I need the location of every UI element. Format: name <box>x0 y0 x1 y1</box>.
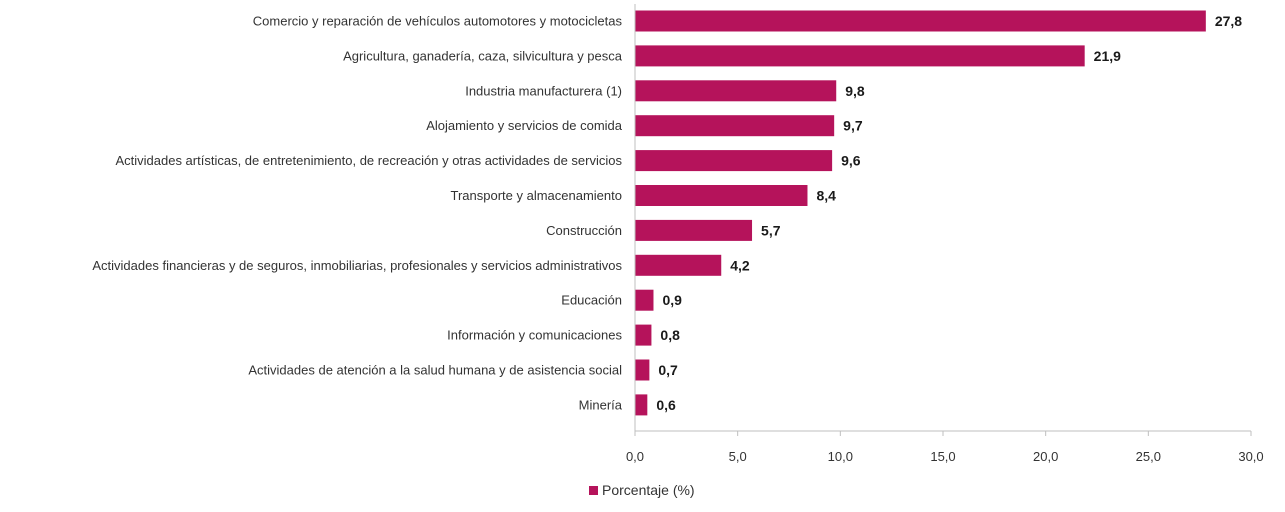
category-label: Transporte y almacenamiento <box>451 188 623 203</box>
x-tick-label: 15,0 <box>930 449 955 464</box>
bar <box>635 359 650 381</box>
x-tick-label: 25,0 <box>1136 449 1161 464</box>
value-label: 0,8 <box>660 327 680 343</box>
x-tick-label: 20,0 <box>1033 449 1058 464</box>
bar <box>635 10 1206 32</box>
bar <box>635 80 837 102</box>
category-label: Información y comunicaciones <box>447 328 622 343</box>
category-label: Actividades de atención a la salud human… <box>248 363 622 378</box>
value-label: 0,9 <box>662 292 682 308</box>
category-label: Minería <box>579 397 623 412</box>
bar <box>635 115 835 137</box>
bar <box>635 324 652 346</box>
legend: Porcentaje (%) <box>589 482 695 498</box>
value-label: 27,8 <box>1215 13 1242 29</box>
value-label: 8,4 <box>816 188 836 204</box>
legend-label: Porcentaje (%) <box>602 482 695 498</box>
legend-swatch <box>589 486 598 495</box>
value-label: 0,7 <box>658 362 678 378</box>
category-label: Agricultura, ganadería, caza, silvicultu… <box>343 48 623 63</box>
value-label: 5,7 <box>761 222 781 238</box>
x-tick-label: 5,0 <box>729 449 747 464</box>
category-label: Actividades financieras y de seguros, in… <box>92 258 622 273</box>
x-tick-label: 30,0 <box>1238 449 1263 464</box>
bar <box>635 289 654 311</box>
x-tick-label: 10,0 <box>828 449 853 464</box>
category-labels: Comercio y reparación de vehículos autom… <box>92 14 622 413</box>
category-label: Construcción <box>546 223 622 238</box>
value-labels: 27,8 21,9 9,8 9,7 9,6 8,4 5,7 4,2 0,9 0,8 0,7 0,6 <box>656 13 1242 413</box>
category-label: Comercio y reparación de vehículos autom… <box>253 14 623 29</box>
category-label: Actividades artísticas, de entretenimien… <box>115 153 622 168</box>
category-label: Industria manufacturera (1) <box>465 83 622 98</box>
bars <box>635 10 1206 416</box>
bar <box>635 254 722 276</box>
value-label: 0,6 <box>656 397 676 413</box>
value-label: 9,7 <box>843 118 863 134</box>
bar <box>635 219 753 241</box>
value-label: 9,8 <box>845 83 865 99</box>
category-label: Educación <box>561 293 622 308</box>
bar <box>635 394 648 416</box>
value-label: 21,9 <box>1094 48 1121 64</box>
x-axis: 0,0 5,0 10,0 15,0 20,0 25,0 30,0 <box>626 4 1264 464</box>
value-label: 9,6 <box>841 153 861 169</box>
bar <box>635 150 833 172</box>
category-label: Alojamiento y servicios de comida <box>426 118 623 133</box>
bar <box>635 185 808 206</box>
bar <box>635 45 1085 67</box>
x-tick-label: 0,0 <box>626 449 644 464</box>
value-label: 4,2 <box>730 257 750 273</box>
